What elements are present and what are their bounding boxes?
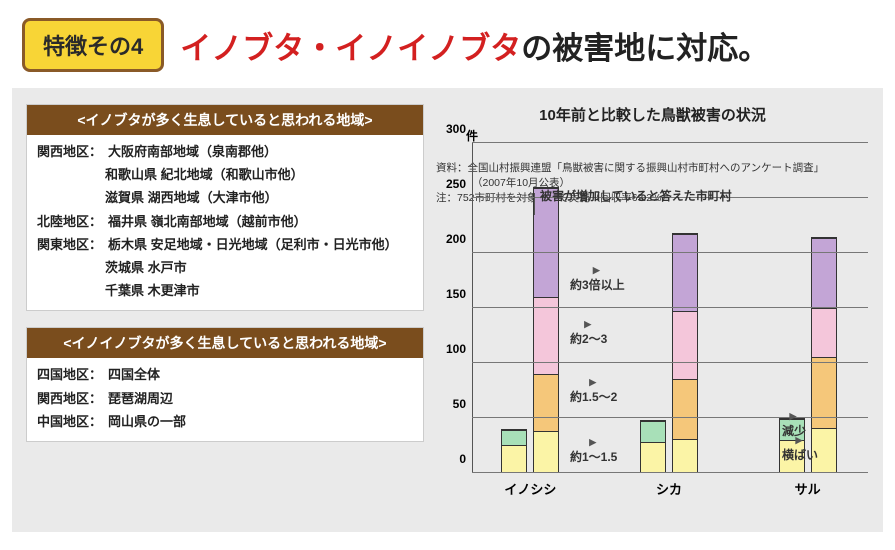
annotation-a6: 横ばい bbox=[782, 435, 818, 463]
gridline bbox=[472, 362, 868, 363]
detail-text: 栃木県 安足地域・日光地域（足利市・日光市他） bbox=[108, 236, 398, 254]
headline: イノブタ・イノイノブタ の被害地に対応。 bbox=[180, 23, 769, 68]
feature-badge: 特徴その4 bbox=[22, 18, 164, 72]
annotation-a4: 約1～1.5 bbox=[570, 437, 617, 465]
table-body: 四国地区： 四国全体関西地区： 琵琶湖周辺中国地区： 岡山県の一部 bbox=[27, 358, 423, 441]
category-label: シカ bbox=[634, 473, 704, 498]
category-label: イノシシ bbox=[495, 473, 565, 498]
bar-group: シカ bbox=[640, 233, 698, 473]
table-row: 四国地区： 四国全体 bbox=[37, 366, 413, 384]
table-row: 関西地区： 琵琶湖周辺 bbox=[37, 390, 413, 408]
headline-black: の被害地に対応。 bbox=[521, 23, 769, 68]
table-inobuta: <イノブタが多く生息していると思われる地域> 関西地区： 大阪府南部地域（泉南郡他… bbox=[26, 104, 424, 311]
bar-segment bbox=[812, 308, 836, 357]
table-row: 茨城県 水戸市 bbox=[37, 259, 413, 277]
bar-segment bbox=[673, 311, 697, 380]
table-body: 関西地区： 大阪府南部地域（泉南郡他） 和歌山県 紀北地域（和歌山市他） 滋賀県 湖西… bbox=[27, 135, 423, 310]
header: 特徴その4 イノブタ・イノイノブタ の被害地に対応。 bbox=[0, 0, 895, 84]
annotation-a3: 約1.5～2 bbox=[570, 377, 617, 405]
annotation-leader bbox=[534, 193, 535, 215]
bar-segment bbox=[534, 431, 558, 473]
annotation-a2: 約2～3 bbox=[570, 319, 607, 347]
ytick-label: 300 bbox=[446, 122, 472, 136]
bar-segment bbox=[502, 430, 526, 445]
table-row: 中国地区： 岡山県の一部 bbox=[37, 413, 413, 431]
bar-segment bbox=[673, 439, 697, 472]
ytick-label: 200 bbox=[446, 232, 472, 246]
bar-segment bbox=[502, 445, 526, 472]
chart-title: 10年前と比較した鳥獣被害の状況 bbox=[432, 104, 873, 125]
bar-segment bbox=[641, 442, 665, 472]
table-row: 北陸地区： 福井県 嶺北南部地域（越前市他） bbox=[37, 213, 413, 231]
table-row: 千葉県 木更津市 bbox=[37, 282, 413, 300]
region-label: 関西地区： bbox=[37, 143, 102, 161]
table-row: 関西地区： 大阪府南部地域（泉南郡他） bbox=[37, 143, 413, 161]
region-label: 関西地区： bbox=[37, 390, 102, 408]
gridline bbox=[472, 307, 868, 308]
detail-text: 四国全体 bbox=[108, 366, 160, 384]
detail-text: 滋賀県 湖西地域（大津市他） bbox=[105, 189, 278, 207]
table-row: 関東地区： 栃木県 安足地域・日光地域（足利市・日光市他） bbox=[37, 236, 413, 254]
bar-segment bbox=[673, 379, 697, 439]
chart-wrap: 件 イノシシシカサル 050100150200250300被害が増加していると答… bbox=[432, 131, 873, 522]
bar-segment bbox=[673, 234, 697, 310]
bar-segment bbox=[641, 421, 665, 442]
region-label: 北陸地区： bbox=[37, 213, 102, 231]
plot-area: イノシシシカサル 050100150200250300被害が増加していると答えた… bbox=[472, 143, 868, 473]
detail-text: 福井県 嶺北南部地域（越前市他） bbox=[108, 213, 307, 231]
category-label: サル bbox=[773, 473, 843, 498]
left-column: <イノブタが多く生息していると思われる地域> 関西地区： 大阪府南部地域（泉南郡他… bbox=[26, 104, 424, 522]
ytick-label: 0 bbox=[459, 452, 472, 466]
gridline bbox=[472, 252, 868, 253]
table-head: <イノイノブタが多く生息していると思われる地域> bbox=[27, 328, 423, 358]
bar-segment bbox=[534, 188, 558, 297]
bar-segment bbox=[812, 238, 836, 309]
detail-text: 和歌山県 紀北地域（和歌山市他） bbox=[105, 166, 304, 184]
ytick-label: 50 bbox=[453, 397, 472, 411]
detail-text: 茨城県 水戸市 bbox=[105, 259, 187, 277]
annotation-topcap: 被害が増加していると答えた市町村 bbox=[540, 187, 732, 204]
gridline bbox=[472, 472, 868, 473]
detail-text: 大阪府南部地域（泉南郡他） bbox=[108, 143, 277, 161]
bar-increase bbox=[672, 233, 698, 473]
bar-decrease-flat bbox=[640, 420, 666, 473]
ytick-label: 100 bbox=[446, 342, 472, 356]
bar-increase bbox=[533, 187, 559, 473]
region-label: 関東地区： bbox=[37, 236, 102, 254]
content-panel: <イノブタが多く生息していると思われる地域> 関西地区： 大阪府南部地域（泉南郡他… bbox=[12, 88, 883, 532]
gridline bbox=[472, 142, 868, 143]
bar-group: イノシシ bbox=[501, 187, 559, 473]
gridline bbox=[472, 417, 868, 418]
right-column: 10年前と比較した鳥獣被害の状況 件 イノシシシカサル 050100150200… bbox=[432, 104, 873, 522]
ytick-label: 250 bbox=[446, 177, 472, 191]
table-row: 和歌山県 紀北地域（和歌山市他） bbox=[37, 166, 413, 184]
region-label: 四国地区： bbox=[37, 366, 102, 384]
ytick-label: 150 bbox=[446, 287, 472, 301]
detail-text: 岡山県の一部 bbox=[108, 413, 186, 431]
table-row: 滋賀県 湖西地域（大津市他） bbox=[37, 189, 413, 207]
table-head: <イノブタが多く生息していると思われる地域> bbox=[27, 105, 423, 135]
detail-text: 琵琶湖周辺 bbox=[108, 390, 173, 408]
annotation-a1: 約3倍以上 bbox=[570, 265, 625, 293]
table-inoinobuta: <イノイノブタが多く生息していると思われる地域> 四国地区： 四国全体関西地区： 琵… bbox=[26, 327, 424, 442]
bar-decrease-flat bbox=[501, 429, 527, 473]
region-label: 中国地区： bbox=[37, 413, 102, 431]
bar-segment bbox=[534, 374, 558, 431]
headline-red: イノブタ・イノイノブタ bbox=[180, 23, 521, 68]
detail-text: 千葉県 木更津市 bbox=[105, 282, 200, 300]
